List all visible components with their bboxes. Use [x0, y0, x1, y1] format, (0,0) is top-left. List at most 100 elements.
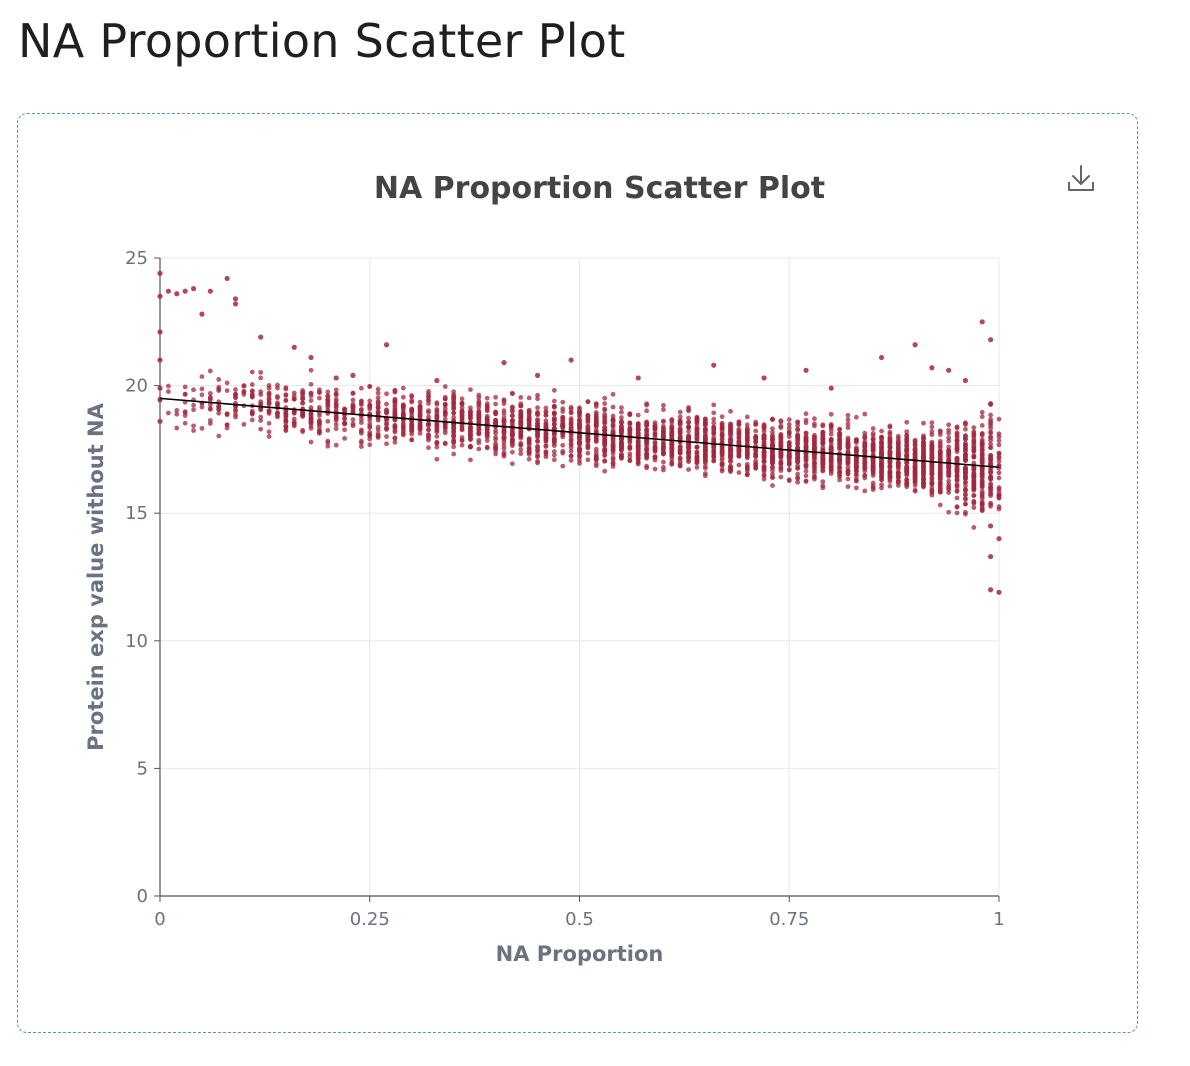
scatter-point [971, 499, 977, 505]
scatter-point [862, 488, 868, 494]
scatter-point [459, 401, 465, 407]
scatter-point [711, 362, 717, 368]
scatter-point [551, 431, 557, 437]
scatter-point [392, 407, 398, 413]
scatter-point [258, 418, 264, 423]
scatter-point [367, 384, 373, 389]
scatter-point [728, 459, 733, 465]
scatter-point [224, 411, 230, 417]
scatter-point [342, 427, 347, 433]
scatter-point [442, 416, 448, 422]
scatter-point [174, 291, 180, 297]
scatter-point [728, 427, 733, 432]
scatter-point [644, 402, 650, 408]
scatter-point [610, 391, 616, 397]
scatter-point [535, 424, 540, 429]
scatter-point [686, 419, 691, 425]
scatter-point [602, 438, 608, 444]
scatter-point [837, 430, 842, 436]
scatter-point [845, 421, 851, 427]
download-icon[interactable] [1064, 162, 1098, 196]
scatter-point [350, 391, 356, 396]
scatter-point [468, 443, 473, 449]
scatter-point [417, 404, 423, 409]
scatter-point [669, 435, 675, 441]
scatter-point [627, 451, 633, 457]
scatter-point [560, 434, 566, 440]
scatter-point [291, 420, 297, 426]
scatter-point [627, 457, 633, 463]
scatter-point [451, 432, 457, 438]
scatter-point [837, 461, 842, 467]
scatter-point [232, 301, 239, 307]
scatter-point [585, 436, 591, 442]
scatter-point [895, 442, 901, 448]
scatter-point [493, 443, 498, 449]
scatter-point [535, 460, 540, 466]
scatter-point [367, 417, 373, 423]
scatter-point [426, 427, 431, 432]
scatter-point [560, 399, 566, 405]
scatter-point [795, 419, 801, 425]
scatter-point [963, 491, 968, 497]
scatter-point [937, 471, 943, 476]
scatter-point [744, 422, 750, 428]
scatter-point [308, 419, 314, 425]
scatter-point [778, 474, 784, 480]
scatter-point [543, 444, 549, 449]
scatter-point [753, 451, 759, 457]
scatter-point [929, 488, 935, 494]
scatter-point [358, 420, 364, 426]
scatter-point [979, 409, 985, 415]
scatter-point [795, 423, 801, 428]
scatter-point [258, 375, 264, 381]
scatter-point [845, 484, 851, 490]
scatter-point [711, 454, 717, 460]
scatter-point [820, 436, 826, 442]
scatter-point [644, 408, 650, 414]
scatter-point [442, 441, 448, 447]
scatter-point [937, 456, 943, 462]
scatter-point [719, 466, 725, 472]
scatter-point [157, 418, 163, 424]
scatter-point [786, 422, 792, 427]
scatter-point [904, 482, 910, 488]
scatter-point [803, 468, 809, 474]
scatter-point [761, 452, 767, 458]
scatter-point [610, 404, 616, 410]
scatter-point [879, 428, 884, 434]
scatter-point [459, 423, 465, 428]
scatter-point [887, 424, 893, 430]
scatter-point [493, 451, 498, 457]
scatter-point [627, 412, 633, 417]
scatter-point [266, 420, 272, 426]
scatter-point [392, 439, 398, 445]
scatter-point [635, 461, 641, 467]
scatter-point [568, 357, 574, 363]
scatter-point [593, 446, 599, 452]
scatter-point [686, 434, 691, 440]
scatter-point [795, 476, 801, 482]
scatter-point [459, 435, 465, 440]
y-tick-label: 15 [125, 503, 148, 524]
scatter-point [325, 389, 331, 395]
scatter-point [786, 440, 792, 445]
scatter-point [501, 446, 507, 452]
scatter-point [887, 483, 893, 489]
scatter-point [174, 408, 180, 413]
scatter-point [761, 423, 767, 428]
scatter-point [518, 419, 524, 425]
scatter-point [560, 415, 566, 421]
scatter-point [937, 438, 943, 444]
scatter-point [954, 477, 960, 483]
scatter-point [963, 426, 968, 432]
scatter-point [744, 468, 750, 473]
scatter-point [543, 435, 549, 441]
scatter-point [795, 454, 801, 460]
scatter-point [182, 409, 188, 415]
scatter-point [803, 439, 809, 444]
scatter-point [853, 485, 859, 491]
scatter-point [392, 399, 398, 405]
scatter-point [979, 437, 985, 443]
